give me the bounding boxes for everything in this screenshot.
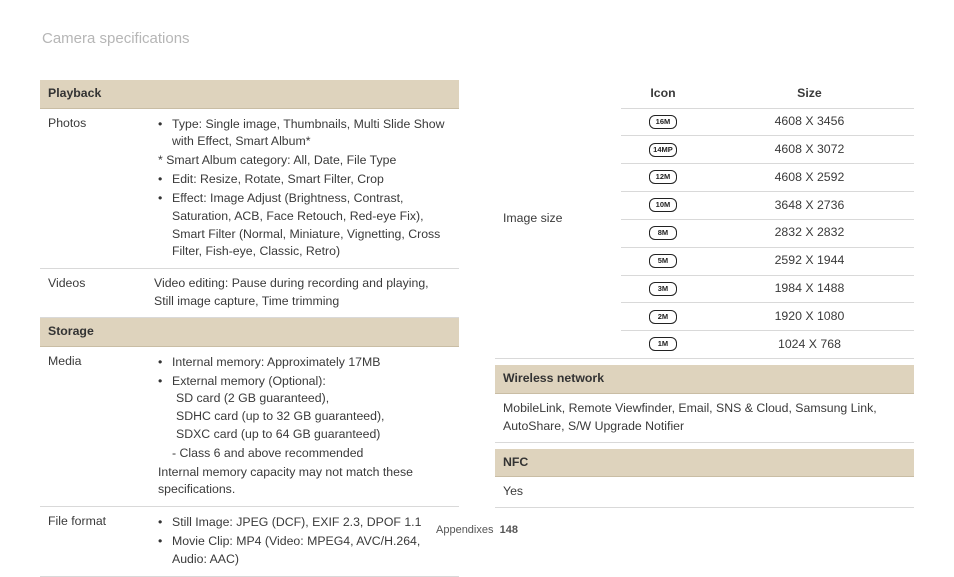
resolution-icon: 5M bbox=[649, 254, 677, 268]
columns: Playback Photos Type: Single image, Thum… bbox=[40, 80, 914, 577]
resolution-icon: 8M bbox=[649, 226, 677, 240]
resolution-size: 4608 X 2592 bbox=[705, 164, 914, 192]
resolution-icon: 14MP bbox=[649, 143, 677, 157]
resolution-size: 2592 X 1944 bbox=[705, 247, 914, 275]
row-photos: Photos Type: Single image, Thumbnails, M… bbox=[40, 108, 459, 269]
resolution-size: 2832 X 2832 bbox=[705, 219, 914, 247]
wireless-body: MobileLink, Remote Viewfinder, Email, SN… bbox=[495, 394, 914, 443]
resolution-icon: 3M bbox=[649, 282, 677, 296]
media-internal: Internal memory: Approximately 17MB bbox=[168, 354, 451, 372]
row-image-size: Image size Icon Size 16M 4608 X bbox=[495, 80, 914, 359]
resolution-icon: 1M bbox=[649, 337, 677, 351]
photos-type: Type: Single image, Thumbnails, Multi Sl… bbox=[168, 116, 451, 152]
image-size-size-header: Size bbox=[705, 80, 914, 108]
row-media-body: Internal memory: Approximately 17MB Exte… bbox=[146, 346, 459, 507]
row-file-format-body: Still Image: JPEG (DCF), EXIF 2.3, DPOF … bbox=[146, 507, 459, 576]
footer-page-number: 148 bbox=[500, 524, 518, 536]
section-storage: Storage bbox=[40, 317, 459, 346]
resolution-size: 4608 X 3072 bbox=[705, 136, 914, 164]
row-photos-body: Type: Single image, Thumbnails, Multi Sl… bbox=[146, 108, 459, 269]
left-column: Playback Photos Type: Single image, Thum… bbox=[40, 80, 459, 577]
page-title: Camera specifications bbox=[42, 28, 914, 50]
resolution-size: 3648 X 2736 bbox=[705, 192, 914, 220]
section-wireless: Wireless network bbox=[495, 365, 914, 394]
image-size-row: 10M 3648 X 2736 bbox=[621, 192, 914, 220]
row-file-format: File format Still Image: JPEG (DCF), EXI… bbox=[40, 507, 459, 576]
page-footer: Appendixes 148 bbox=[0, 523, 954, 539]
row-media: Media Internal memory: Approximately 17M… bbox=[40, 346, 459, 507]
left-spec-table: Playback Photos Type: Single image, Thum… bbox=[40, 80, 459, 577]
media-ext-sdhc: SDHC card (up to 32 GB guaranteed), bbox=[172, 408, 451, 426]
image-size-tbody: 16M 4608 X 3456 14MP 4608 X 3072 12M 460… bbox=[621, 108, 914, 358]
resolution-size: 1984 X 1488 bbox=[705, 275, 914, 303]
photos-smart-album-note: * Smart Album category: All, Date, File … bbox=[158, 152, 451, 170]
section-storage-label: Storage bbox=[40, 317, 459, 346]
image-size-icon-header: Icon bbox=[621, 80, 705, 108]
section-playback-label: Playback bbox=[40, 80, 459, 108]
section-playback: Playback bbox=[40, 80, 459, 108]
image-size-table-wrap: Icon Size 16M 4608 X 3456 14MP 460 bbox=[621, 80, 914, 358]
row-image-size-label: Image size bbox=[495, 80, 621, 358]
media-note: Internal memory capacity may not match t… bbox=[158, 464, 451, 500]
resolution-icon: 16M bbox=[649, 115, 677, 129]
resolution-size: 4608 X 3456 bbox=[705, 108, 914, 136]
resolution-icon: 12M bbox=[649, 170, 677, 184]
row-videos-body: Video editing: Pause during recording an… bbox=[146, 269, 459, 318]
image-size-row: 3M 1984 X 1488 bbox=[621, 275, 914, 303]
image-size-table: Icon Size 16M 4608 X 3456 14MP 460 bbox=[621, 80, 914, 358]
row-videos-label: Videos bbox=[40, 269, 146, 318]
image-size-row: 1M 1024 X 768 bbox=[621, 331, 914, 358]
footer-label: Appendixes bbox=[436, 524, 494, 536]
resolution-icon: 10M bbox=[649, 198, 677, 212]
resolution-size: 1024 X 768 bbox=[705, 331, 914, 358]
media-external-head-text: External memory (Optional): bbox=[172, 374, 326, 388]
media-class6: Class 6 and above recommended bbox=[172, 445, 451, 463]
photos-effect: Effect: Image Adjust (Brightness, Contra… bbox=[168, 190, 451, 261]
image-size-row: 2M 1920 X 1080 bbox=[621, 303, 914, 331]
media-ext-sd: SD card (2 GB guaranteed), bbox=[172, 390, 451, 408]
section-nfc: NFC bbox=[495, 449, 914, 478]
right-column: Image size Icon Size 16M 4608 X bbox=[495, 80, 914, 577]
row-photos-label: Photos bbox=[40, 108, 146, 269]
media-external-head: External memory (Optional): SD card (2 G… bbox=[168, 373, 451, 444]
image-size-row: 8M 2832 X 2832 bbox=[621, 219, 914, 247]
page: Camera specifications Playback Photos Ty… bbox=[0, 0, 954, 557]
media-ext-sdxc: SDXC card (up to 64 GB guaranteed) bbox=[172, 426, 451, 444]
resolution-icon: 2M bbox=[649, 310, 677, 324]
row-videos: Videos Video editing: Pause during recor… bbox=[40, 269, 459, 318]
row-file-format-label: File format bbox=[40, 507, 146, 576]
image-size-row: 14MP 4608 X 3072 bbox=[621, 136, 914, 164]
resolution-size: 1920 X 1080 bbox=[705, 303, 914, 331]
row-media-label: Media bbox=[40, 346, 146, 507]
image-size-row: 16M 4608 X 3456 bbox=[621, 108, 914, 136]
photos-edit: Edit: Resize, Rotate, Smart Filter, Crop bbox=[168, 171, 451, 189]
nfc-body: Yes bbox=[495, 477, 914, 508]
image-size-row: 12M 4608 X 2592 bbox=[621, 164, 914, 192]
image-size-row: 5M 2592 X 1944 bbox=[621, 247, 914, 275]
